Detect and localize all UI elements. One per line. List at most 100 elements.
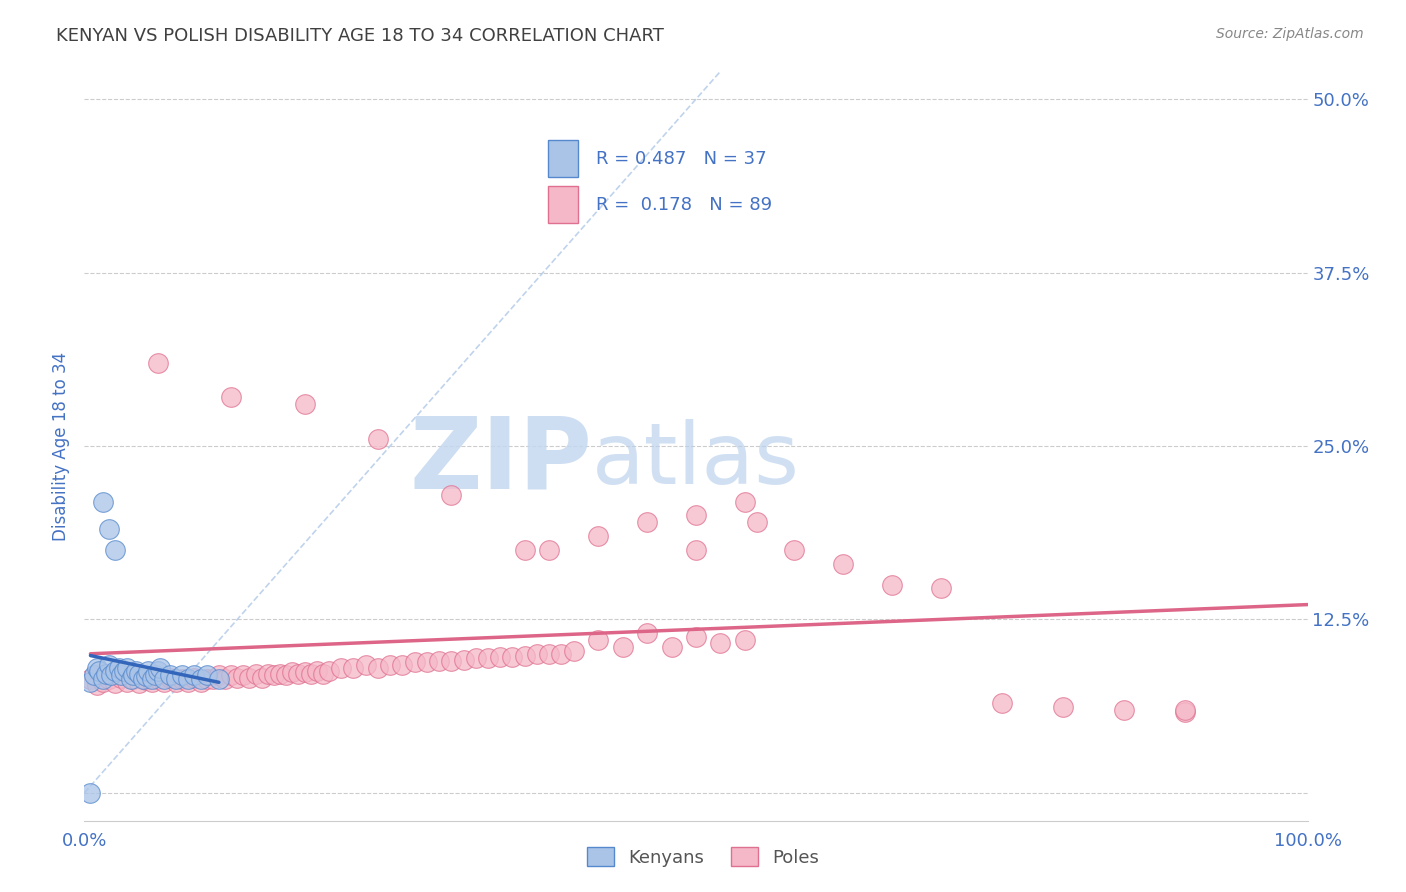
Point [586,633,609,648]
Point [1174,703,1197,717]
Point [636,516,658,530]
Point [880,578,903,592]
Text: R =  0.178   N = 89: R = 0.178 N = 89 [596,195,772,214]
Point [91,674,114,689]
Point [104,664,127,678]
Point [354,658,377,673]
Point [440,654,463,668]
Point [502,649,524,664]
Point [305,664,328,678]
Point [183,668,205,682]
Point [86,678,108,692]
Point [238,671,260,685]
Point [159,671,181,685]
Point [391,658,413,673]
Point [132,672,155,686]
Point [330,661,353,675]
Point [79,786,101,800]
Point [107,661,129,675]
Point [153,672,176,686]
Point [636,626,658,640]
Point [226,671,249,685]
Point [172,668,194,682]
Point [172,672,194,686]
Point [586,529,609,543]
Point [1052,699,1074,714]
Point [831,557,853,571]
Point [685,631,707,645]
Point [128,676,150,690]
Point [83,668,105,682]
Point [250,671,273,685]
Point [276,668,298,682]
Point [122,668,145,682]
Text: R = 0.487   N = 37: R = 0.487 N = 37 [596,150,768,168]
Point [208,668,231,682]
Point [538,647,561,661]
Text: ZIP: ZIP [409,412,592,509]
Point [685,508,707,523]
Point [747,516,769,530]
Point [195,668,218,682]
Point [464,651,486,665]
Point [269,666,291,681]
Point [299,666,322,681]
Point [177,674,200,689]
Point [100,668,122,682]
Point [709,636,731,650]
Point [115,674,138,689]
Point [489,649,512,664]
Point [135,669,157,683]
Point [783,543,806,558]
Point [201,672,224,686]
Point [685,543,707,558]
Point [453,653,475,667]
Point [146,664,169,678]
Point [91,494,114,508]
Point [477,651,499,665]
Point [513,543,536,558]
Point [177,672,200,686]
Point [183,671,205,685]
Point [734,494,756,508]
Point [661,640,683,655]
Point [929,581,952,595]
Text: atlas: atlas [592,419,800,502]
Point [342,661,364,675]
Point [232,668,254,682]
Point [97,658,120,673]
Point [115,661,138,675]
Bar [547,140,578,177]
Point [79,674,101,689]
Point [257,666,280,681]
Point [96,666,118,681]
Point [104,543,127,558]
Point [416,656,439,670]
Point [427,654,450,668]
Point [245,666,267,681]
Point [991,696,1014,710]
Point [513,648,536,663]
Point [263,668,285,682]
Point [159,668,181,682]
Point [141,674,163,689]
Point [550,647,572,661]
Point [312,666,335,681]
Point [110,668,132,682]
Point [190,674,212,689]
Point [380,658,402,673]
Point [91,672,114,686]
Point [538,543,561,558]
Point [294,397,316,411]
Point [146,356,169,370]
Point [281,665,304,680]
Point [153,674,176,689]
Point [112,664,135,678]
Point [208,672,231,686]
Point [195,672,218,686]
Point [367,432,389,446]
Point [125,664,148,678]
Point [79,672,101,686]
Point [146,672,169,686]
Point [141,672,163,686]
